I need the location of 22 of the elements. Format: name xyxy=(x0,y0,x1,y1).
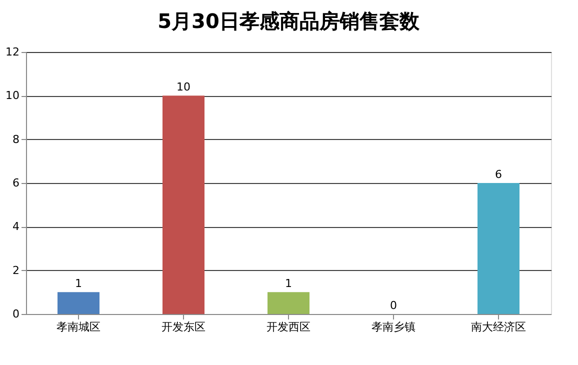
y-tick-label: 2 xyxy=(12,264,20,277)
bar xyxy=(58,292,100,314)
x-tick-label: 南大经济区 xyxy=(471,320,526,334)
data-label: 6 xyxy=(495,168,502,181)
bar xyxy=(478,183,520,314)
data-label: 1 xyxy=(75,277,82,290)
y-tick-label: 4 xyxy=(12,220,20,234)
x-tick-label: 开发西区 xyxy=(266,320,310,334)
chart-title: 5月30日孝感商品房销售套数 xyxy=(158,9,420,33)
bar xyxy=(162,96,204,314)
data-label: 10 xyxy=(176,80,190,94)
bar xyxy=(268,292,310,314)
x-tick-label: 孝南城区 xyxy=(56,320,100,334)
y-tick-label: 0 xyxy=(12,308,20,320)
y-tick-label: 8 xyxy=(12,132,20,146)
y-tick-label: 6 xyxy=(12,176,20,190)
y-tick-label: 10 xyxy=(6,89,20,102)
y-tick-label: 12 xyxy=(6,46,20,58)
data-label: 0 xyxy=(390,299,397,312)
x-tick-label: 开发东区 xyxy=(162,320,206,334)
x-tick-label: 孝南乡镇 xyxy=(372,320,416,334)
data-label: 1 xyxy=(285,277,292,290)
